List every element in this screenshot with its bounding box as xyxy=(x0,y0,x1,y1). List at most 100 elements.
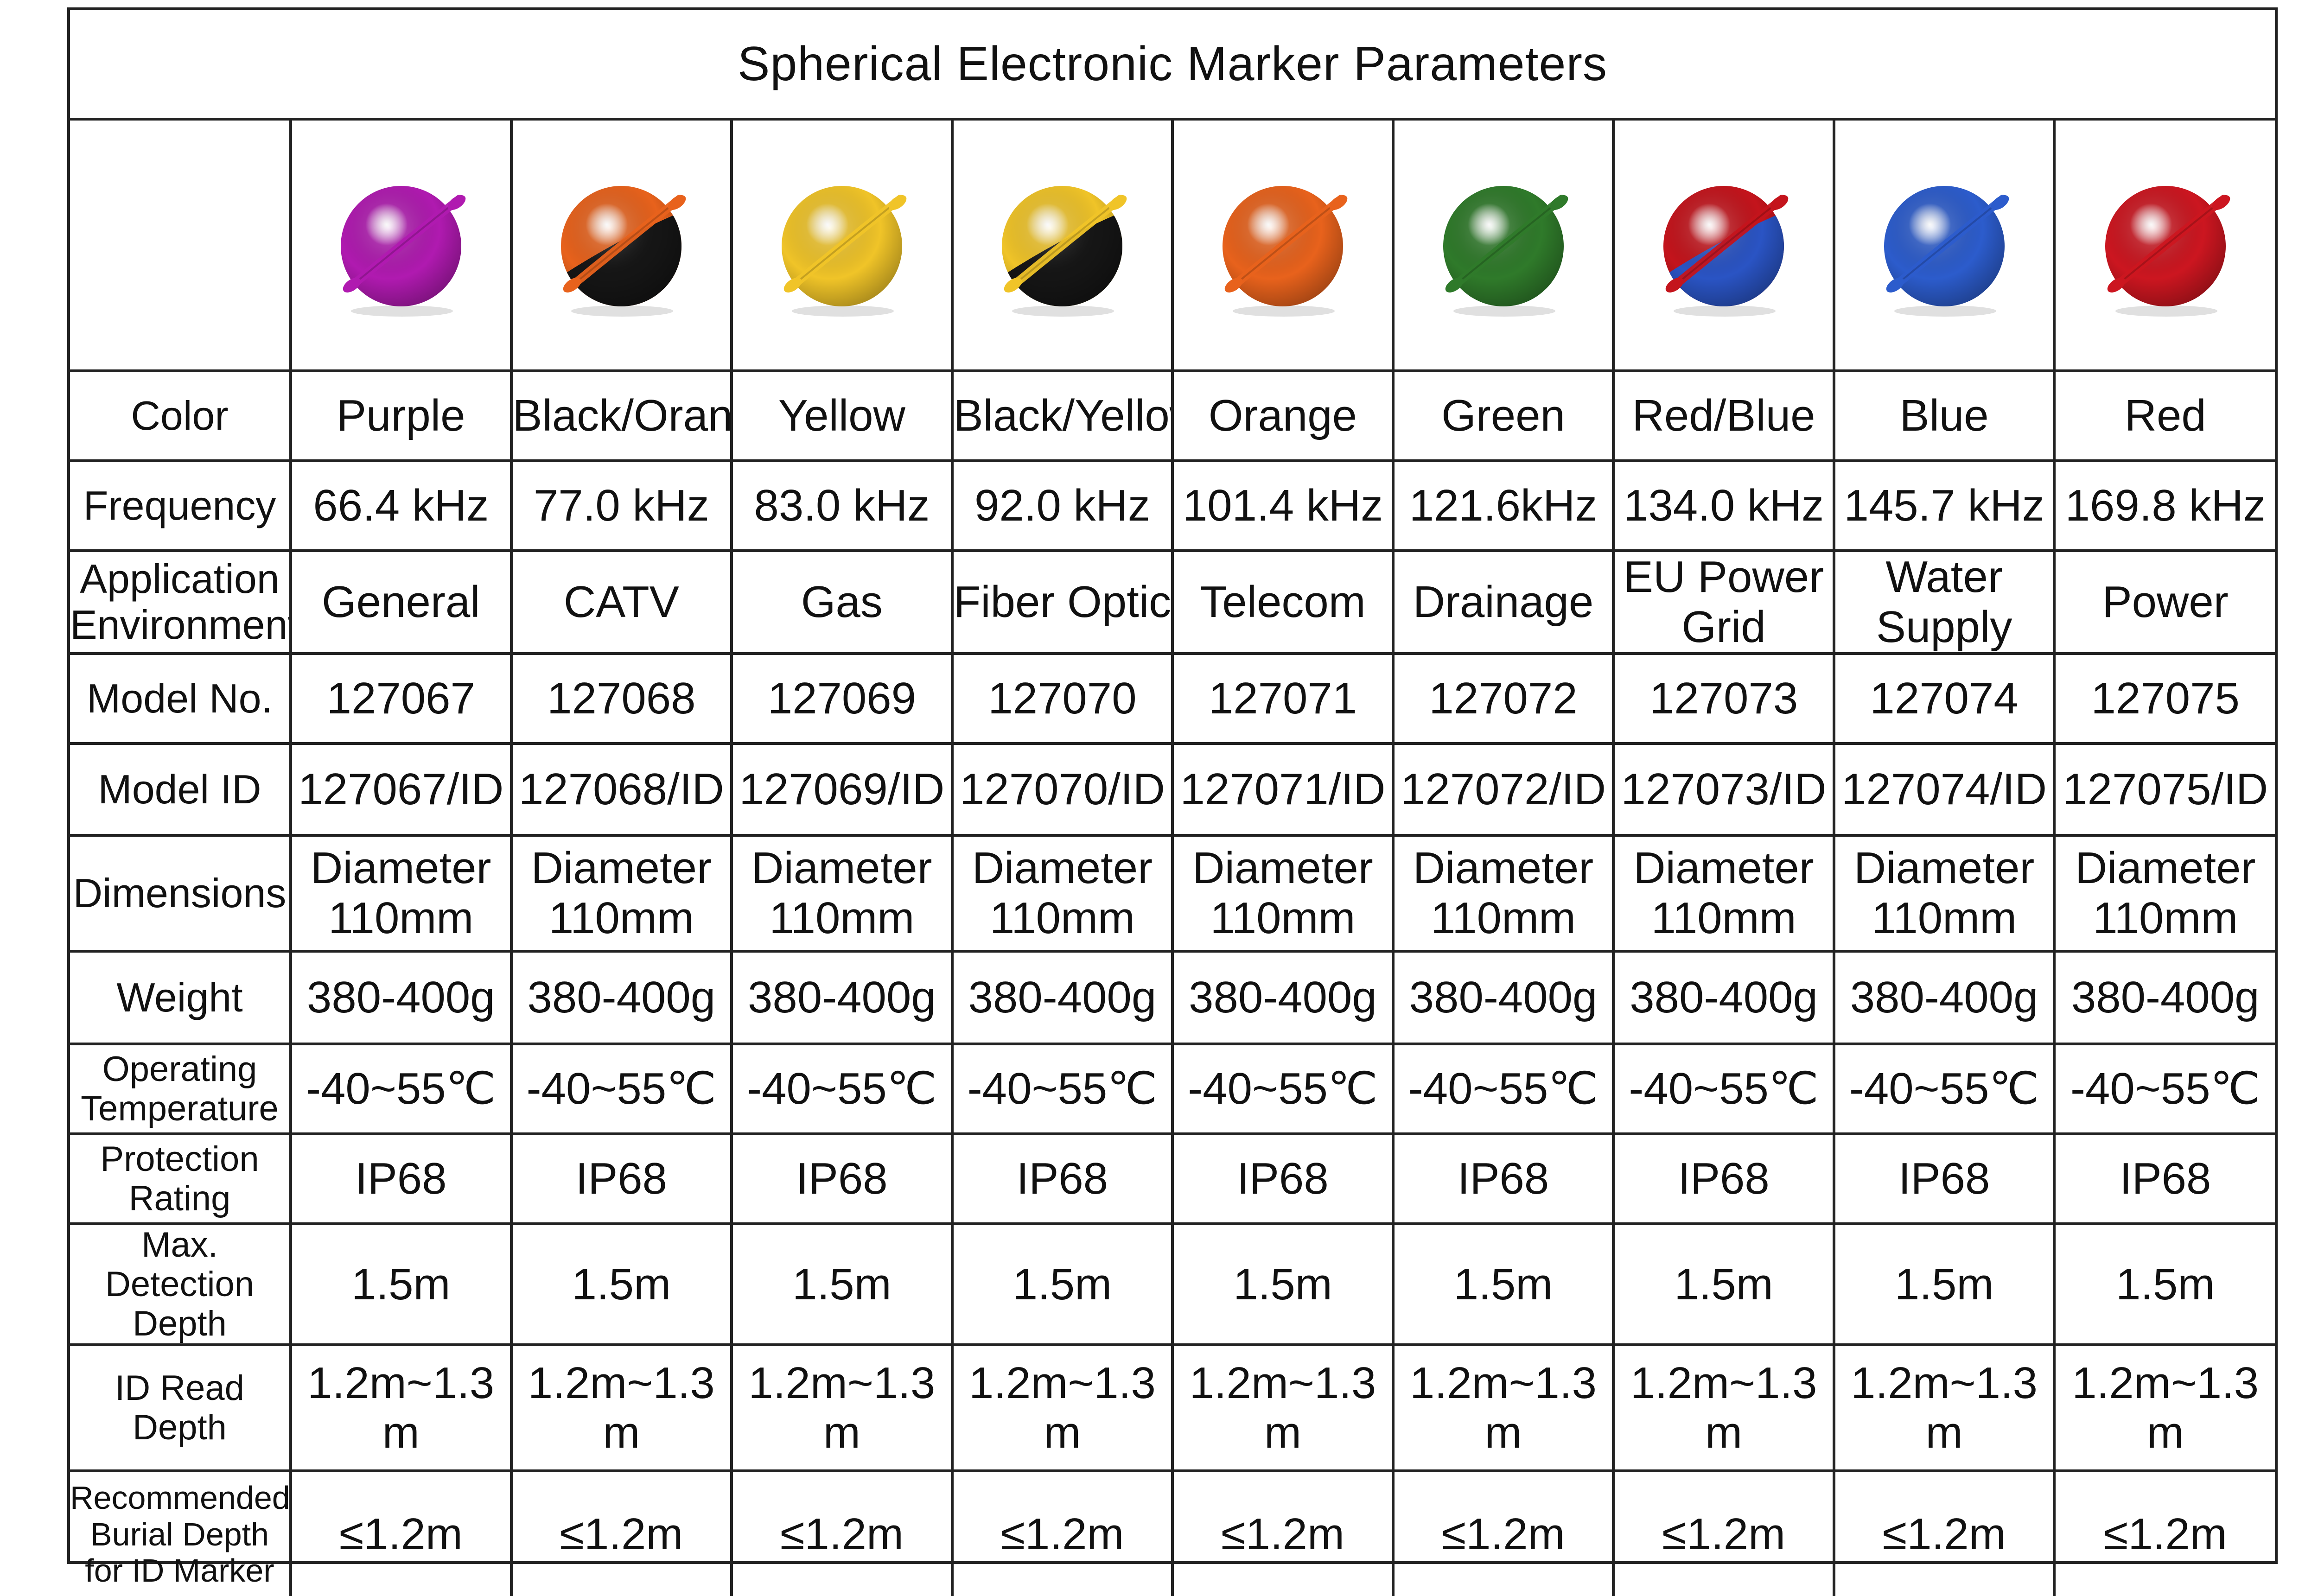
cell-operating-temp: -40~55℃ xyxy=(1171,1043,1395,1135)
cell-frequency: 92.0 kHz xyxy=(950,459,1174,552)
cell-application: General xyxy=(289,549,513,655)
cell-max-depth: 1.5m xyxy=(1832,1222,2056,1347)
cell-model-no: 127071 xyxy=(1171,652,1395,745)
cell-color: Orange xyxy=(1171,369,1395,462)
cell-operating-temp: -40~55℃ xyxy=(509,1043,733,1135)
row-label: Protection Rating xyxy=(70,1132,292,1225)
cell-protection: IP68 xyxy=(1612,1132,1835,1225)
cell-dimensions: Diameter 110mm xyxy=(950,834,1174,953)
cell-burial-depth: ≤1.2m xyxy=(1612,1469,1835,1596)
row-label: ID Read Depth xyxy=(70,1343,292,1473)
cell-model-id: 127070/ID xyxy=(950,742,1174,837)
cell-frequency: 169.8 kHz xyxy=(2053,459,2275,552)
cell-operating-temp: -40~55℃ xyxy=(1612,1043,1835,1135)
parameter-sheet: Spherical Electronic Marker Parameters xyxy=(67,7,2278,1596)
cell-weight: 380-400g xyxy=(730,950,954,1045)
cell-id-read-depth: 1.2m~1.3 m xyxy=(2053,1343,2275,1473)
marker-ball-image xyxy=(730,121,954,372)
cell-model-id: 127072/ID xyxy=(1391,742,1615,837)
cell-color: Purple xyxy=(289,369,513,462)
cell-protection: IP68 xyxy=(1171,1132,1395,1225)
cell-application: Fiber Optic xyxy=(950,549,1174,655)
cell-color: Yellow xyxy=(730,369,954,462)
cell-dimensions: Diameter 110mm xyxy=(730,834,954,953)
marker-ball-icon xyxy=(1884,185,2009,317)
cell-max-depth: 1.5m xyxy=(730,1222,954,1347)
cell-frequency: 66.4 kHz xyxy=(289,459,513,552)
marker-ball-icon xyxy=(2105,185,2230,317)
cell-protection: IP68 xyxy=(289,1132,513,1225)
row-label: Color xyxy=(70,369,292,462)
row-id-read-depth: ID Read Depth 1.2m~1.3 m 1.2m~1.3 m 1.2m~1.… xyxy=(70,1343,2275,1473)
cell-max-depth: 1.5m xyxy=(1171,1222,1395,1347)
cell-frequency: 134.0 kHz xyxy=(1612,459,1835,552)
cell-burial-depth: ≤1.2m xyxy=(509,1469,733,1596)
cell-dimensions: Diameter 110mm xyxy=(509,834,733,953)
cell-id-read-depth: 1.2m~1.3 m xyxy=(1391,1343,1615,1473)
cell-dimensions: Diameter 110mm xyxy=(1391,834,1615,953)
cell-weight: 380-400g xyxy=(1832,950,2056,1045)
row-frequency: Frequency 66.4 kHz 77.0 kHz 83.0 kHz 92.0 kH… xyxy=(70,459,2275,552)
cell-frequency: 121.6kHz xyxy=(1391,459,1615,552)
cell-operating-temp: -40~55℃ xyxy=(2053,1043,2275,1135)
cell-burial-depth: ≤1.2m xyxy=(1391,1469,1615,1596)
row-label: Model ID xyxy=(70,742,292,837)
spec-table: ColorPurpleBlack/OrangeYellowBlack/Yello… xyxy=(70,121,2275,1596)
cell-frequency: 145.7 kHz xyxy=(1832,459,2056,552)
cell-operating-temp: -40~55℃ xyxy=(1391,1043,1615,1135)
cell-dimensions: Diameter 110mm xyxy=(1832,834,2056,953)
row-application: Application Environment General CATV Gas Fib… xyxy=(70,549,2275,655)
cell-burial-depth: ≤1.2m xyxy=(1832,1469,2056,1596)
cell-id-read-depth: 1.2m~1.3 m xyxy=(1612,1343,1835,1473)
cell-id-read-depth: 1.2m~1.3 m xyxy=(950,1343,1174,1473)
cell-protection: IP68 xyxy=(950,1132,1174,1225)
cell-weight: 380-400g xyxy=(1612,950,1835,1045)
cell-protection: IP68 xyxy=(509,1132,733,1225)
cell-color: Blue xyxy=(1832,369,2056,462)
cell-frequency: 83.0 kHz xyxy=(730,459,954,552)
cell-weight: 380-400g xyxy=(1391,950,1615,1045)
cell-model-id: 127071/ID xyxy=(1171,742,1395,837)
marker-ball-image xyxy=(509,121,733,372)
row-operating-temp: Operating Temperature -40~55℃ -40~55℃ -40~5… xyxy=(70,1043,2275,1135)
cell-weight: 380-400g xyxy=(509,950,733,1045)
cell-max-depth: 1.5m xyxy=(950,1222,1174,1347)
cell-operating-temp: -40~55℃ xyxy=(730,1043,954,1135)
cell-color: Red/Blue xyxy=(1612,369,1835,462)
cell-model-id: 127074/ID xyxy=(1832,742,2056,837)
cell-model-id: 127073/ID xyxy=(1612,742,1835,837)
cell-dimensions: Diameter 110mm xyxy=(1612,834,1835,953)
cell-protection: IP68 xyxy=(730,1132,954,1225)
cell-model-no: 127074 xyxy=(1832,652,2056,745)
row-model-id: Model ID 127067/ID 127068/ID 127069/ID 12707… xyxy=(70,742,2275,837)
marker-ball-icon xyxy=(1222,185,1348,317)
cell-weight: 380-400g xyxy=(2053,950,2275,1045)
cell-protection: IP68 xyxy=(1391,1132,1615,1225)
marker-ball-image xyxy=(950,121,1174,372)
row-burial-depth: Recommended Burial Depth for ID Marker ≤1… xyxy=(70,1469,2275,1596)
cell-max-depth: 1.5m xyxy=(1391,1222,1615,1347)
cell-dimensions: Diameter 110mm xyxy=(289,834,513,953)
marker-ball-icon xyxy=(1002,185,1127,317)
marker-ball-image xyxy=(1391,121,1615,372)
cell-frequency: 77.0 kHz xyxy=(509,459,733,552)
table-title: Spherical Electronic Marker Parameters xyxy=(70,10,2275,121)
marker-ball-image xyxy=(1612,121,1835,372)
cell-id-read-depth: 1.2m~1.3 m xyxy=(1832,1343,2056,1473)
cell-color: Red xyxy=(2053,369,2275,462)
row-dimensions: Dimensions Diameter 110mm Diameter 110mm Di… xyxy=(70,834,2275,953)
cell-model-no: 127070 xyxy=(950,652,1174,745)
row-color: ColorPurpleBlack/OrangeYellowBlack/Yello… xyxy=(70,369,2275,462)
row-label: Recommended Burial Depth for ID Marker xyxy=(70,1469,292,1596)
row-label: Max. Detection Depth xyxy=(70,1222,292,1347)
cell-application: Telecom xyxy=(1171,549,1395,655)
cell-model-id: 127068/ID xyxy=(509,742,733,837)
cell-burial-depth: ≤1.2m xyxy=(1171,1469,1395,1596)
cell-burial-depth: ≤1.2m xyxy=(730,1469,954,1596)
marker-ball-image xyxy=(1832,121,2056,372)
cell-id-read-depth: 1.2m~1.3 m xyxy=(1171,1343,1395,1473)
cell-model-id: 127067/ID xyxy=(289,742,513,837)
marker-ball-icon xyxy=(1443,185,1568,317)
cell-dimensions: Diameter 110mm xyxy=(1171,834,1395,953)
row-label: Operating Temperature xyxy=(70,1043,292,1135)
